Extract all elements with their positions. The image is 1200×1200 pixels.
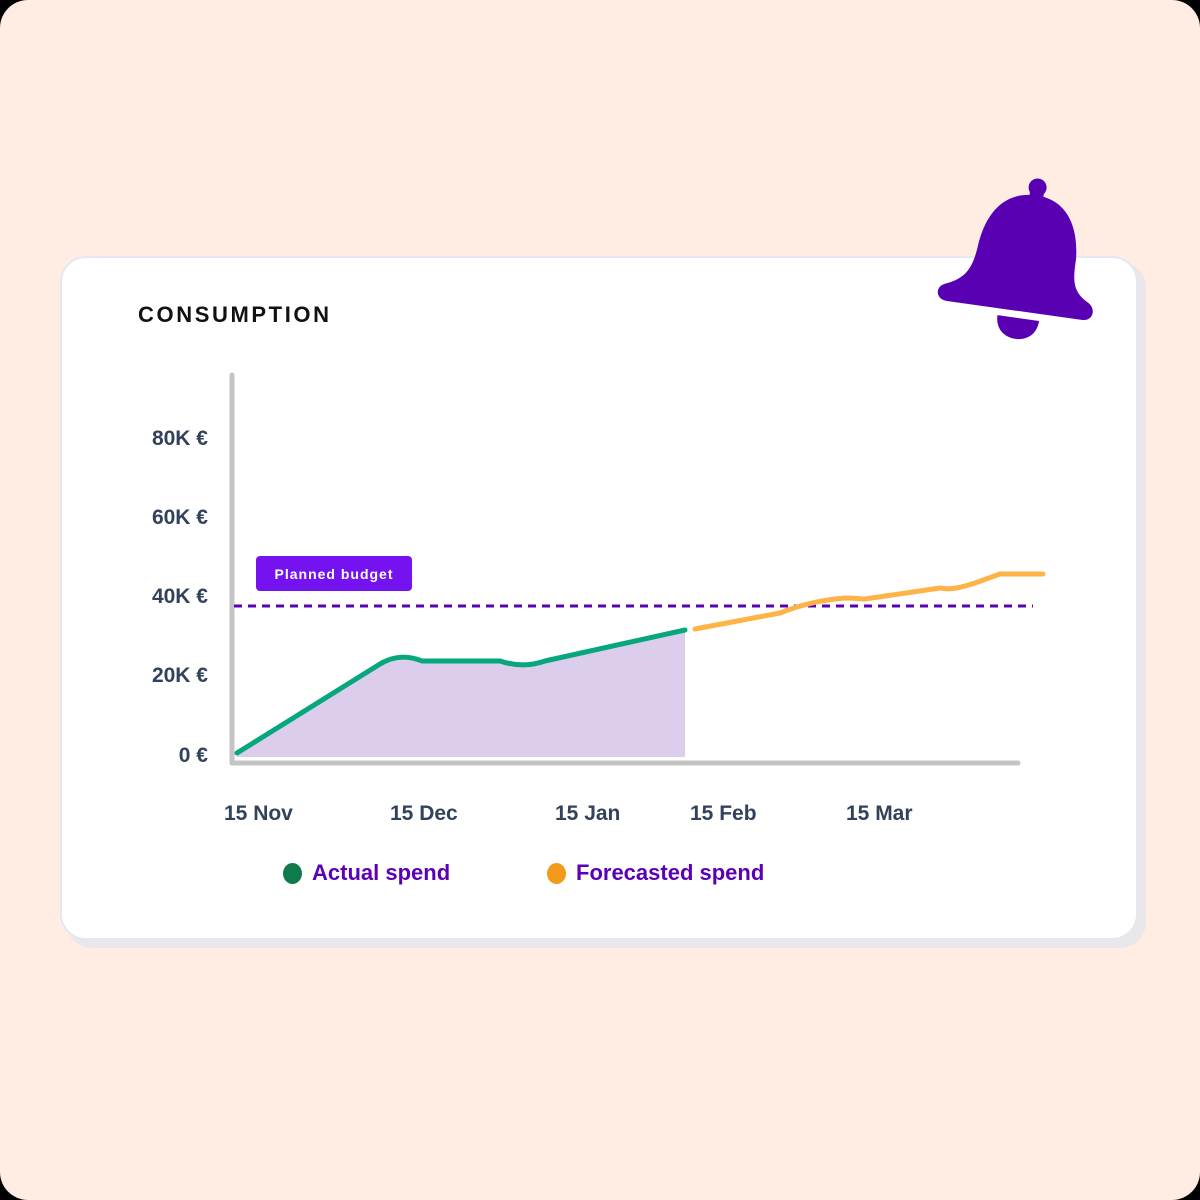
legend-dot-forecast-icon bbox=[547, 862, 566, 884]
x-tick-15-dec: 15 Dec bbox=[390, 802, 458, 825]
x-tick-15-jan: 15 Jan bbox=[555, 802, 621, 825]
bell-icon bbox=[937, 178, 1093, 340]
legend-forecasted-spend[interactable]: Forecasted spend bbox=[547, 860, 764, 886]
legend-label-forecast: Forecasted spend bbox=[576, 860, 765, 885]
actual-spend-area bbox=[237, 630, 685, 757]
y-tick-0: 0 € bbox=[178, 744, 208, 767]
card-title: CONSUMPTION bbox=[138, 302, 332, 327]
y-tick-80k: 80K € bbox=[151, 427, 208, 450]
y-tick-20k: 20K € bbox=[151, 664, 208, 687]
legend-actual-spend[interactable]: Actual spend bbox=[283, 860, 450, 886]
x-tick-15-mar: 15 Mar bbox=[846, 802, 913, 825]
x-tick-15-feb: 15 Feb bbox=[690, 802, 757, 825]
planned-budget-tag: Planned budget bbox=[256, 556, 412, 591]
y-tick-40k: 40K € bbox=[151, 585, 208, 608]
y-tick-60k: 60K € bbox=[151, 506, 208, 529]
legend-label-actual: Actual spend bbox=[312, 860, 451, 885]
legend-dot-actual-icon bbox=[283, 862, 302, 884]
x-tick-15-nov: 15 Nov bbox=[224, 802, 293, 825]
consumption-card bbox=[60, 256, 1138, 940]
actual-spend-line bbox=[234, 627, 688, 756]
forecasted-spend-line bbox=[692, 571, 1046, 632]
